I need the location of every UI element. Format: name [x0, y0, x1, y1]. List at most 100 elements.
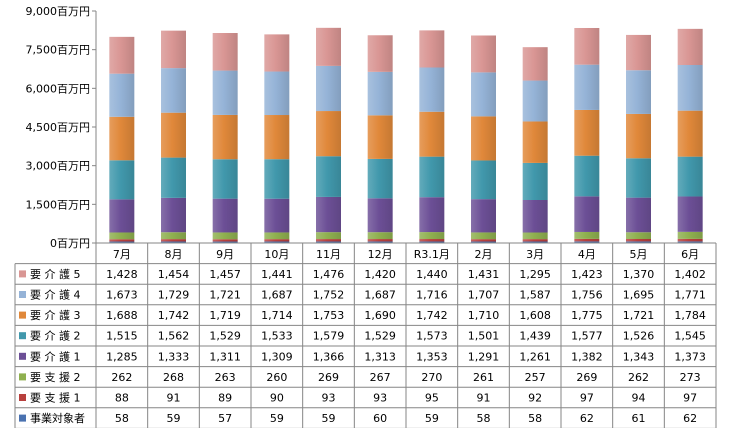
table-value: 1,562	[158, 330, 190, 343]
table-value: 1,440	[416, 268, 448, 281]
legend-label: 要 介 護 2	[30, 329, 81, 343]
bar-segment	[677, 156, 703, 197]
bar-segment	[471, 232, 496, 240]
bar-segment	[419, 232, 445, 240]
table-value: 59	[270, 412, 284, 425]
bar-segment	[626, 70, 651, 114]
y-tick-label: 0百万円	[50, 237, 90, 250]
bar-segment	[264, 241, 290, 243]
bar-segment	[109, 73, 135, 117]
bar-segment	[419, 241, 445, 243]
bar-segment	[161, 241, 186, 243]
bar-segment	[574, 241, 600, 243]
table-value: 94	[632, 392, 646, 405]
table-value: 1,420	[364, 268, 396, 281]
table-value: 1,441	[261, 268, 293, 281]
legend-swatch	[19, 373, 26, 381]
bar-segment	[419, 67, 445, 112]
bar-segment	[471, 160, 496, 200]
category-label: 10月	[264, 248, 289, 261]
bar-segment	[677, 231, 703, 239]
table-value: 1,313	[364, 350, 396, 363]
legend-label: 要 支 援 1	[30, 391, 81, 405]
bars	[109, 27, 703, 243]
table-value: 1,533	[261, 330, 293, 343]
legend-label: 事業対象者	[30, 411, 85, 425]
bar-segment	[367, 35, 393, 72]
table-value: 1,439	[519, 330, 551, 343]
table-value: 88	[115, 392, 129, 405]
bar-segment	[626, 241, 651, 243]
category-label: 5月	[630, 248, 648, 261]
bar-segment	[522, 232, 548, 240]
table-value: 1,311	[209, 350, 241, 363]
table-value: 1,784	[674, 309, 706, 322]
legend-swatch	[19, 270, 26, 278]
table-value: 260	[266, 371, 287, 384]
bar-segment	[316, 232, 341, 240]
legend-label: 要 介 護 4	[30, 288, 81, 302]
bar-segment	[316, 239, 341, 242]
table-value: 1,431	[468, 268, 500, 281]
table-value: 1,333	[158, 350, 190, 363]
table-value: 1,752	[313, 289, 345, 302]
table-value: 1,573	[416, 330, 448, 343]
bar-segment	[626, 239, 651, 242]
table-value: 262	[111, 371, 132, 384]
table-value: 1,729	[158, 289, 190, 302]
table-value: 1,579	[313, 330, 345, 343]
table-value: 1,261	[519, 350, 551, 363]
table-value: 60	[373, 412, 387, 425]
bar-segment	[161, 239, 186, 242]
bar-segment	[212, 70, 238, 115]
bar-segment	[161, 30, 186, 69]
bar-segment	[522, 241, 548, 243]
bar-segment	[677, 28, 703, 65]
bar-segment	[471, 241, 496, 243]
bar-segment	[109, 232, 135, 240]
table-value: 90	[270, 392, 284, 405]
legend-swatch	[19, 291, 26, 298]
table-value: 1,402	[674, 268, 706, 281]
table-value: 1,501	[468, 330, 500, 343]
legend-swatch	[19, 332, 26, 340]
bar-segment	[574, 231, 600, 239]
bar-segment	[316, 27, 341, 66]
table-value: 1,309	[261, 350, 293, 363]
bar-segment	[264, 159, 290, 199]
table-value: 97	[683, 392, 697, 405]
legend-swatch	[19, 394, 26, 401]
table-value: 58	[528, 412, 542, 425]
bar-segment	[161, 232, 186, 240]
bar-segment	[367, 239, 393, 242]
table-value: 59	[167, 412, 181, 425]
table-value: 1,688	[106, 309, 138, 322]
bar-segment	[367, 158, 393, 199]
table-value: 1,690	[364, 309, 396, 322]
bar-segment	[264, 115, 290, 160]
bar-segment	[109, 160, 135, 200]
data-table: 7月 8月 9月 10月 11月 12月 R3.1月 2月 3月 4月 5月 6月要 介 護 5 1,4…	[14, 242, 717, 428]
table-value: 91	[167, 392, 181, 405]
bar-segment	[109, 116, 135, 161]
table-value: 263	[215, 371, 236, 384]
table-value: 93	[373, 392, 387, 405]
category-label: 7月	[113, 248, 131, 261]
table-value: 1,526	[623, 330, 655, 343]
bar-segment	[677, 241, 703, 243]
table-value: 92	[528, 392, 542, 405]
table-value: 1,771	[674, 289, 706, 302]
table-value: 1,707	[468, 289, 500, 302]
table-value: 57	[218, 412, 232, 425]
bar-segment	[522, 200, 548, 233]
category-label: 11月	[316, 248, 341, 261]
bar-segment	[574, 155, 600, 197]
table-value: 1,742	[416, 309, 448, 322]
bar-segment	[574, 27, 600, 65]
y-tick-label: 6,000百万円	[26, 82, 91, 95]
table-value: 1,608	[519, 309, 551, 322]
legend-swatch	[19, 414, 26, 422]
legend-label: 要 介 護 1	[30, 349, 81, 363]
table-value: 1,382	[571, 350, 603, 363]
